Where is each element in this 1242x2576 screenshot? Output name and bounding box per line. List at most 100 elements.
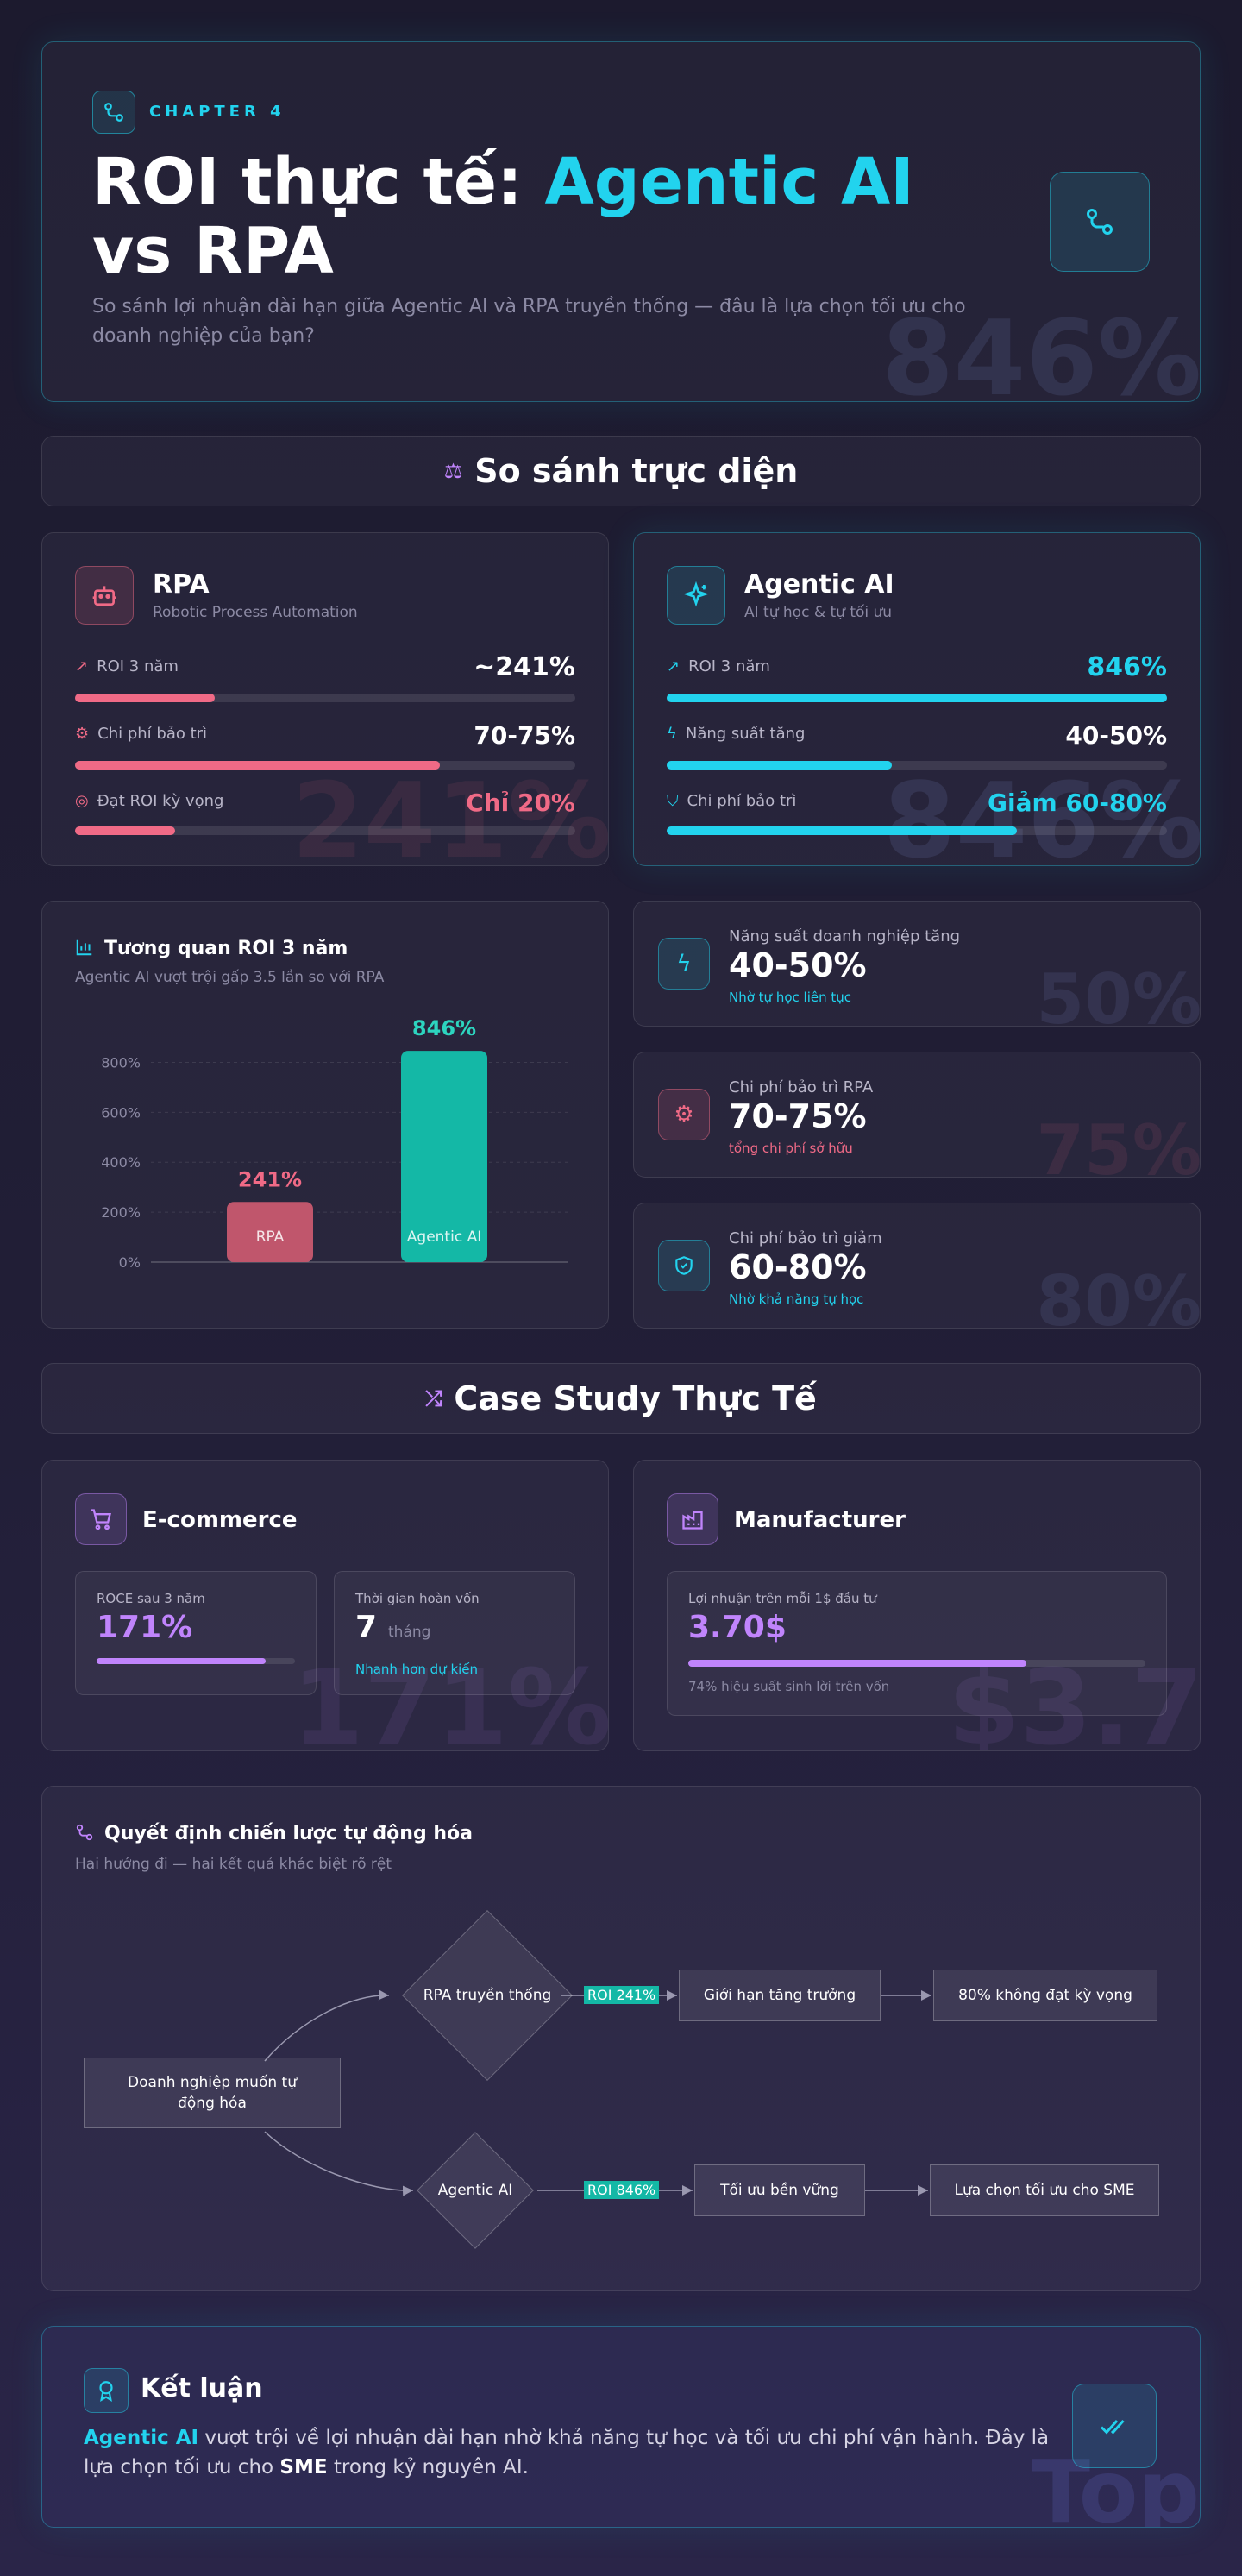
chart-ytick-label: 400% — [101, 1154, 141, 1171]
stat-card-rpa-maintenance: 75% ⚙ Chi phí bảo trì RPA 70-75% tổng ch… — [633, 1052, 1201, 1178]
bolt-icon: ϟ — [667, 725, 677, 743]
roce-value: 171% — [97, 1610, 193, 1645]
payback-unit: tháng — [388, 1624, 431, 1641]
chart-category-label-2: Agentic AI — [407, 1228, 481, 1246]
rpa-metric-bar-2 — [75, 761, 575, 770]
chapter-label: CHAPTER 4 — [149, 103, 285, 121]
flow-ai-step: Tối ưu bền vững — [694, 2164, 865, 2216]
stat-value-3: 60-80% — [729, 1248, 867, 1286]
rpa-metric-value-3: Chỉ 20% — [466, 789, 575, 817]
roi-bar-chart: 0% 200% 400% 600% 800% 241% RPA 846% Agentic AI — [101, 1016, 568, 1271]
double-check-icon — [1072, 2384, 1157, 2468]
manufacturer-card: $3.7 Manufacturer Lợi nhuận trên mỗi 1$ … — [633, 1460, 1201, 1751]
rpa-metric-value-1: ~241% — [474, 652, 575, 682]
rpa-card: 241% RPA Robotic Process Automation ↗ ROI… — [41, 532, 609, 866]
rpa-desc: Robotic Process Automation — [153, 604, 358, 621]
roi-chart-subtitle: Agentic AI vượt trội gấp 3.5 lần so với … — [75, 969, 385, 986]
bar-chart-icon — [75, 938, 94, 962]
profit-box: Lợi nhuận trên mỗi 1$ đầu tư 3.70$ 74% h… — [667, 1571, 1167, 1716]
rpa-metric-bar-3 — [75, 826, 575, 835]
flow-start-node: Doanh nghiệp muốn tự động hóa — [84, 2058, 341, 2128]
chart-value-label-2: 846% — [412, 1016, 476, 1040]
chart-ytick-label: 0% — [119, 1254, 141, 1271]
agentic-metric-value-3: Giảm 60-80% — [987, 789, 1167, 817]
profit-label: Lợi nhuận trên mỗi 1$ đầu tư — [688, 1591, 877, 1606]
chapter-icon — [92, 91, 135, 134]
chart-bar-2 — [401, 1051, 487, 1262]
chart-bar-1 — [227, 1202, 313, 1262]
chart-value-label-1: 241% — [238, 1167, 302, 1191]
factory-icon — [667, 1493, 718, 1545]
stat-label-3: Chi phí bảo trì giảm — [729, 1229, 882, 1247]
conclusion-text-1: vượt trội về lợi nhuận dài hạn nhờ khả n… — [84, 2427, 1050, 2479]
agentic-desc: AI tự học & tự tối ưu — [744, 604, 893, 621]
title-highlight: Agentic AI — [544, 145, 914, 219]
agentic-metric-bar-3 — [667, 826, 1167, 835]
conclusion-title: Kết luận — [141, 2373, 263, 2403]
conclusion-card: Top Kết luận Agentic AI vượt trội về lợi… — [41, 2326, 1201, 2528]
flow-title: Quyết định chiến lược tự động hóa — [104, 1823, 473, 1844]
roi-chart-title: Tương quan ROI 3 năm — [104, 938, 348, 959]
cart-icon — [75, 1493, 127, 1545]
bolt-icon: ϟ — [658, 938, 710, 990]
agentic-metric-label-3: ⛉ Chi phí bảo trì — [667, 792, 797, 810]
stat-card-productivity: 50% ϟ Năng suất doanh nghiệp tăng 40-50%… — [633, 901, 1201, 1027]
gear-icon: ⚙ — [658, 1089, 710, 1140]
header-compare-icon — [1050, 172, 1150, 272]
rpa-metric-label-3: ◎ Đạt ROI kỳ vọng — [75, 792, 224, 810]
roce-box: ROCE sau 3 năm 171% — [75, 1571, 317, 1695]
agentic-metric-value-2: 40-50% — [1065, 721, 1167, 750]
page-title: ROI thực tế: Agentic AI vs RPA — [92, 148, 955, 286]
flow-ai-end: Lựa chọn tối ưu cho SME — [930, 2164, 1159, 2216]
roce-label: ROCE sau 3 năm — [97, 1591, 205, 1606]
rpa-metric-bar-1 — [75, 694, 575, 702]
shuffle-icon: ⤮ — [425, 1386, 442, 1411]
manufacturer-watermark: $3.7 — [947, 1649, 1201, 1751]
scale-icon: ⚖ — [443, 459, 463, 483]
agentic-metric-label-2: ϟ Năng suất tăng — [667, 725, 806, 743]
target-icon: ◎ — [75, 792, 89, 810]
conclusion-text: Agentic AI vượt trội về lợi nhuận dài hạ… — [84, 2423, 1084, 2482]
agentic-metric-bar-1 — [667, 694, 1167, 702]
roce-bar — [97, 1658, 295, 1664]
agentic-name: Agentic AI — [744, 569, 894, 600]
conclusion-bold: SME — [279, 2456, 328, 2479]
shield-check-icon: ⛉ — [667, 792, 679, 810]
agentic-metric-value-1: 846% — [1087, 652, 1167, 682]
profit-value: 3.70$ — [688, 1610, 787, 1645]
header-watermark: 846% — [881, 299, 1201, 402]
award-icon — [84, 2368, 129, 2413]
stat-value-1: 40-50% — [729, 946, 867, 984]
flow-rpa-node: RPA truyền thống — [423, 1987, 552, 2004]
compare-section-title: So sánh trực diện — [474, 452, 799, 490]
agentic-metric-label-1: ↗ ROI 3 năm — [667, 657, 770, 675]
manufacturer-title: Manufacturer — [734, 1507, 906, 1533]
title-part2: vs RPA — [92, 214, 334, 288]
flow-subtitle: Hai hướng đi — hai kết quả khác biệt rõ … — [75, 1856, 392, 1873]
title-part1: ROI thực tế: — [92, 145, 545, 219]
sparkles-icon — [667, 566, 725, 625]
page-subtitle: So sánh lợi nhuận dài hạn giữa Agentic A… — [92, 296, 966, 347]
payback-note: Nhanh hơn dự kiến — [355, 1662, 479, 1677]
chart-ytick-label: 800% — [101, 1054, 141, 1071]
stat-note-3: Nhờ khả năng tự học — [729, 1291, 864, 1307]
ecommerce-card: 171% E-commerce ROCE sau 3 năm 171% Thời… — [41, 1460, 609, 1751]
conclusion-highlight: Agentic AI — [84, 2427, 199, 2449]
stat-card-maintenance-drop: 80% Chi phí bảo trì giảm 60-80% Nhờ khả … — [633, 1203, 1201, 1329]
stat-note-2: tổng chi phí sở hữu — [729, 1140, 853, 1156]
case-section-title: Case Study Thực Tế — [454, 1379, 817, 1417]
flow-rpa-end: 80% không đạt kỳ vọng — [933, 1970, 1157, 2021]
conclusion-watermark: Top — [1031, 2441, 1200, 2528]
chart-category-label-1: RPA — [256, 1228, 285, 1246]
shield-check-icon — [658, 1240, 710, 1291]
ecommerce-title: E-commerce — [142, 1507, 298, 1533]
stat-watermark-3: 80% — [1036, 1261, 1201, 1329]
compare-section-header: ⚖ So sánh trực diện — [41, 436, 1201, 506]
rpa-watermark: 241% — [292, 762, 609, 866]
flow-rpa-edge-label: ROI 241% — [584, 1986, 660, 2004]
edge-start-rpa — [264, 1989, 390, 2062]
stat-note-1: Nhờ tự học liên tục — [729, 990, 852, 1005]
flow-card: Quyết định chiến lược tự động hóa Hai hư… — [41, 1786, 1201, 2291]
flow-rpa-step: Giới hạn tăng trưởng — [679, 1970, 881, 2021]
trending-up-icon: ↗ — [667, 657, 681, 675]
